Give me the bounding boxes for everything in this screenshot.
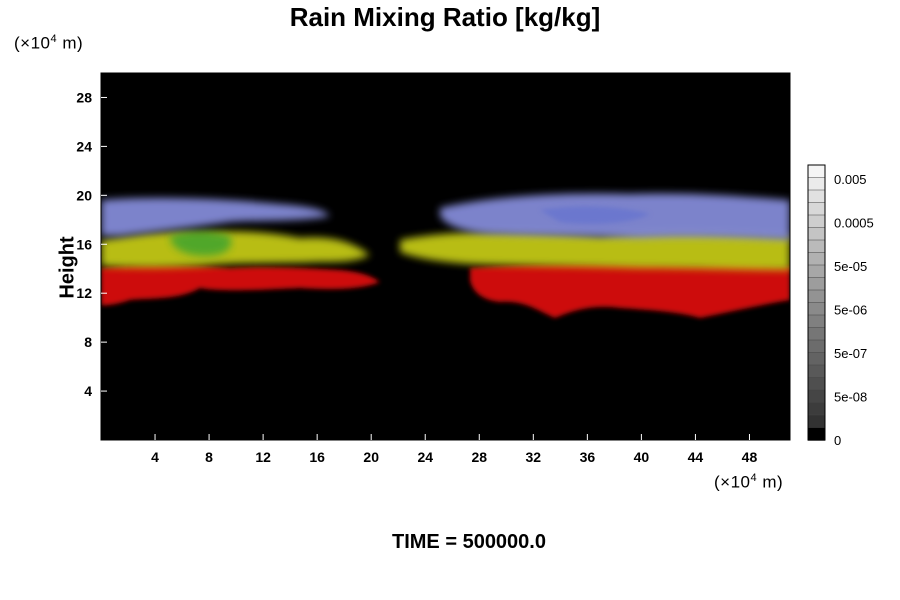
y-tick-label: 8 <box>84 334 92 350</box>
colorbar-swatch <box>807 289 826 304</box>
colorbar-swatch <box>807 302 826 316</box>
x-unit-label: (×104 m) <box>714 472 784 492</box>
x-tick-label: 32 <box>526 449 542 465</box>
x-tick-label: 36 <box>580 449 596 465</box>
x-ticks: 4 8 12 16 20 24 28 32 36 40 44 48 <box>151 434 757 465</box>
colorbar-swatch <box>807 414 826 429</box>
x-tick-label: 28 <box>471 449 487 465</box>
colorbar-swatch <box>807 364 826 379</box>
colorbar-swatch <box>807 239 826 254</box>
x-tick-label: 12 <box>255 449 271 465</box>
colorbar-swatch <box>807 389 826 404</box>
y-tick-label: 24 <box>76 138 92 154</box>
y-ticks: 4 8 12 16 20 24 28 <box>76 89 107 399</box>
colorbar-swatch <box>807 314 826 329</box>
colorbar-swatch <box>807 189 826 204</box>
x-tick-label: 20 <box>363 449 379 465</box>
x-tick-label: 8 <box>205 449 213 465</box>
colorbar-swatch <box>807 327 826 341</box>
y-tick-label: 16 <box>76 236 92 252</box>
colorbar-swatch <box>807 352 826 366</box>
y-tick-label: 28 <box>76 89 92 105</box>
y-tick-label: 20 <box>76 187 92 203</box>
colorbar-label: 0.005 <box>834 172 867 187</box>
x-tick-label: 40 <box>634 449 650 465</box>
y-tick-label: 12 <box>76 285 92 301</box>
colorbar-label: 5e-05 <box>834 259 867 274</box>
colorbar-label: 5e-06 <box>834 303 867 318</box>
colorbar-swatch <box>807 427 826 441</box>
colorbar-swatch <box>807 227 826 241</box>
x-tick-label: 44 <box>688 449 704 465</box>
time-label: TIME = 500000.0 <box>392 531 546 553</box>
colorbar-swatch <box>807 377 826 391</box>
colorbar-swatch <box>807 164 826 179</box>
colorbar-swatch <box>807 264 826 279</box>
x-tick-label: 48 <box>742 449 758 465</box>
colorbar-label: 0.0005 <box>834 216 874 231</box>
y-unit-label: (×104 m) <box>14 33 84 53</box>
colorbar-label: 5e-07 <box>834 346 867 361</box>
colorbar-swatch <box>807 177 826 191</box>
colorbar: 0.005 0.0005 5e-05 5e-06 5e-07 5e-08 0 <box>807 164 874 448</box>
colorbar-label: 0 <box>834 433 841 448</box>
colorbar-swatch <box>807 252 826 266</box>
rain-field <box>101 193 790 318</box>
y-tick-label: 4 <box>84 383 92 399</box>
colorbar-swatch <box>807 214 826 229</box>
colorbar-swatch <box>807 277 826 291</box>
colorbar-label: 5e-08 <box>834 390 867 405</box>
x-tick-label: 16 <box>309 449 325 465</box>
colorbar-swatch <box>807 402 826 416</box>
colorbar-swatch <box>807 339 826 354</box>
chart-title: Rain Mixing Ratio [kg/kg] <box>289 2 601 32</box>
x-tick-label: 24 <box>417 449 433 465</box>
colorbar-swatch <box>807 202 826 216</box>
x-tick-label: 4 <box>151 449 159 465</box>
